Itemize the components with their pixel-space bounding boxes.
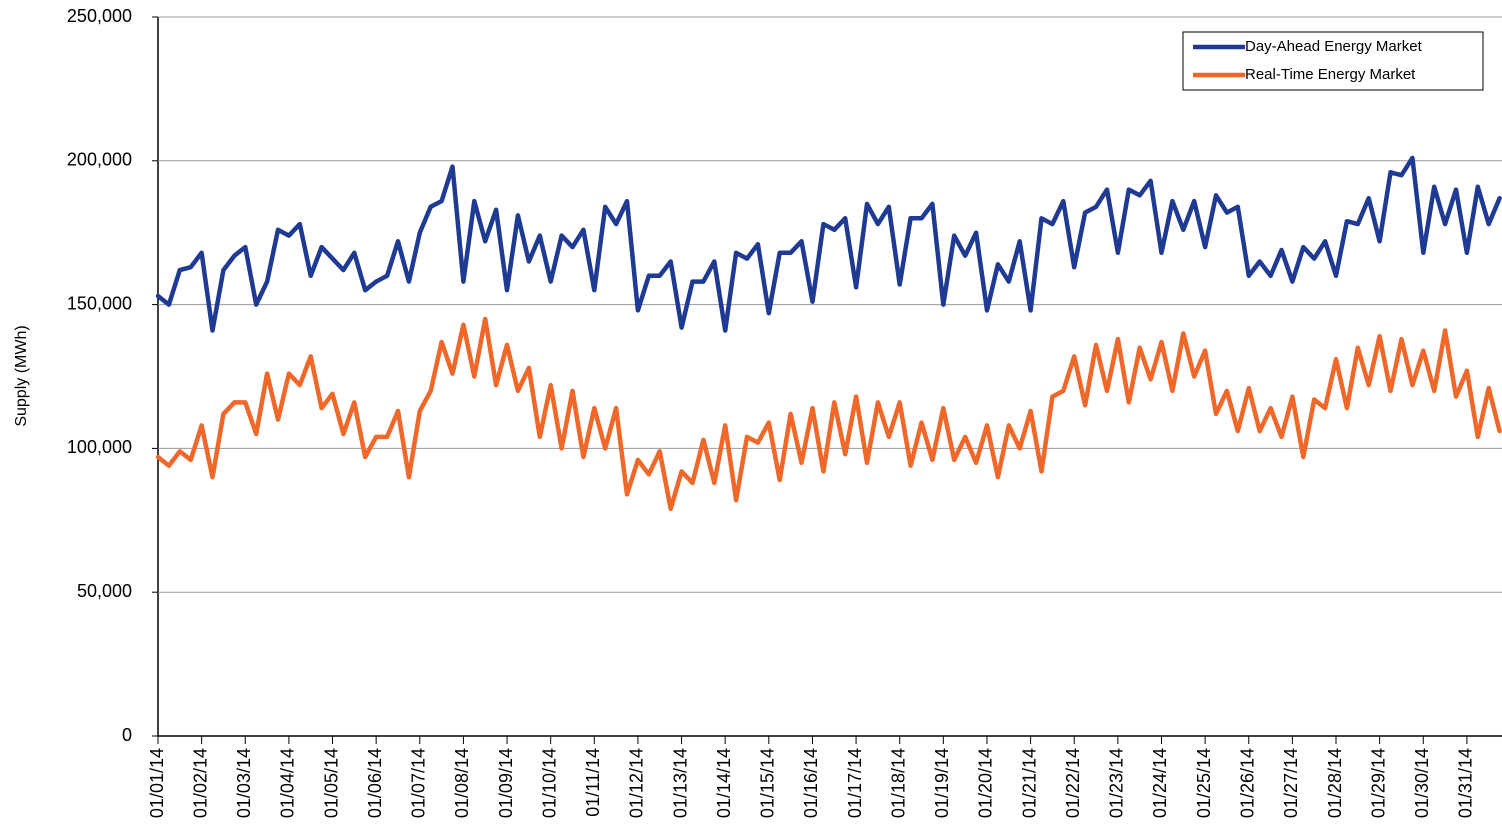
legend-label: Real-Time Energy Market xyxy=(1245,66,1416,83)
x-tick-label: 01/11/14 xyxy=(583,748,603,817)
x-tick-label: 01/29/14 xyxy=(1368,748,1388,818)
legend-box xyxy=(1182,31,1484,91)
y-axis-label: Supply (MWh) xyxy=(13,325,30,426)
x-tick-label: 01/31/14 xyxy=(1456,748,1476,818)
x-tick-label: 01/09/14 xyxy=(496,748,516,818)
x-tick-label: 01/12/14 xyxy=(627,748,647,818)
x-tick-label: 01/04/14 xyxy=(278,748,298,818)
x-tick-label: 01/02/14 xyxy=(190,748,210,818)
x-tick-label: 01/05/14 xyxy=(321,748,341,818)
y-tick-label: 250,000 xyxy=(67,6,132,26)
x-tick-label: 01/10/14 xyxy=(539,748,559,818)
x-tick-label: 01/01/14 xyxy=(147,748,167,818)
x-tick-label: 01/22/14 xyxy=(1063,748,1083,818)
y-tick-label: 200,000 xyxy=(67,150,132,170)
x-tick-label: 01/25/14 xyxy=(1194,748,1214,818)
x-tick-label: 01/23/14 xyxy=(1107,748,1127,818)
x-tick-label: 01/18/14 xyxy=(888,748,908,818)
x-tick-label: 01/06/14 xyxy=(365,748,385,818)
x-tick-label: 01/08/14 xyxy=(452,748,472,818)
x-tick-label: 01/30/14 xyxy=(1412,748,1432,818)
y-tick-label: 100,000 xyxy=(67,437,132,457)
x-tick-label: 01/14/14 xyxy=(714,748,734,818)
legend-label: Day-Ahead Energy Market xyxy=(1245,38,1423,55)
x-tick-label: 01/16/14 xyxy=(801,748,821,818)
x-tick-label: 01/07/14 xyxy=(409,748,429,818)
x-tick-label: 01/17/14 xyxy=(845,748,865,818)
x-tick-label: 01/24/14 xyxy=(1150,748,1170,818)
x-tick-label: 01/27/14 xyxy=(1281,748,1301,818)
y-tick-label: 50,000 xyxy=(77,581,132,601)
x-tick-label: 01/19/14 xyxy=(932,748,952,818)
y-tick-label: 0 xyxy=(122,725,132,745)
y-tick-label: 150,000 xyxy=(67,293,132,313)
x-tick-label: 01/20/14 xyxy=(976,748,996,818)
data-line xyxy=(155,316,1502,512)
x-tick-label: 01/03/14 xyxy=(234,748,254,818)
x-tick-label: 01/15/14 xyxy=(758,748,778,818)
x-tick-label: 01/28/14 xyxy=(1325,748,1345,818)
x-tick-label: 01/13/14 xyxy=(670,748,690,818)
data-line xyxy=(155,155,1502,333)
x-tick-label: 01/26/14 xyxy=(1238,748,1258,818)
x-tick-label: 01/21/14 xyxy=(1019,748,1039,818)
